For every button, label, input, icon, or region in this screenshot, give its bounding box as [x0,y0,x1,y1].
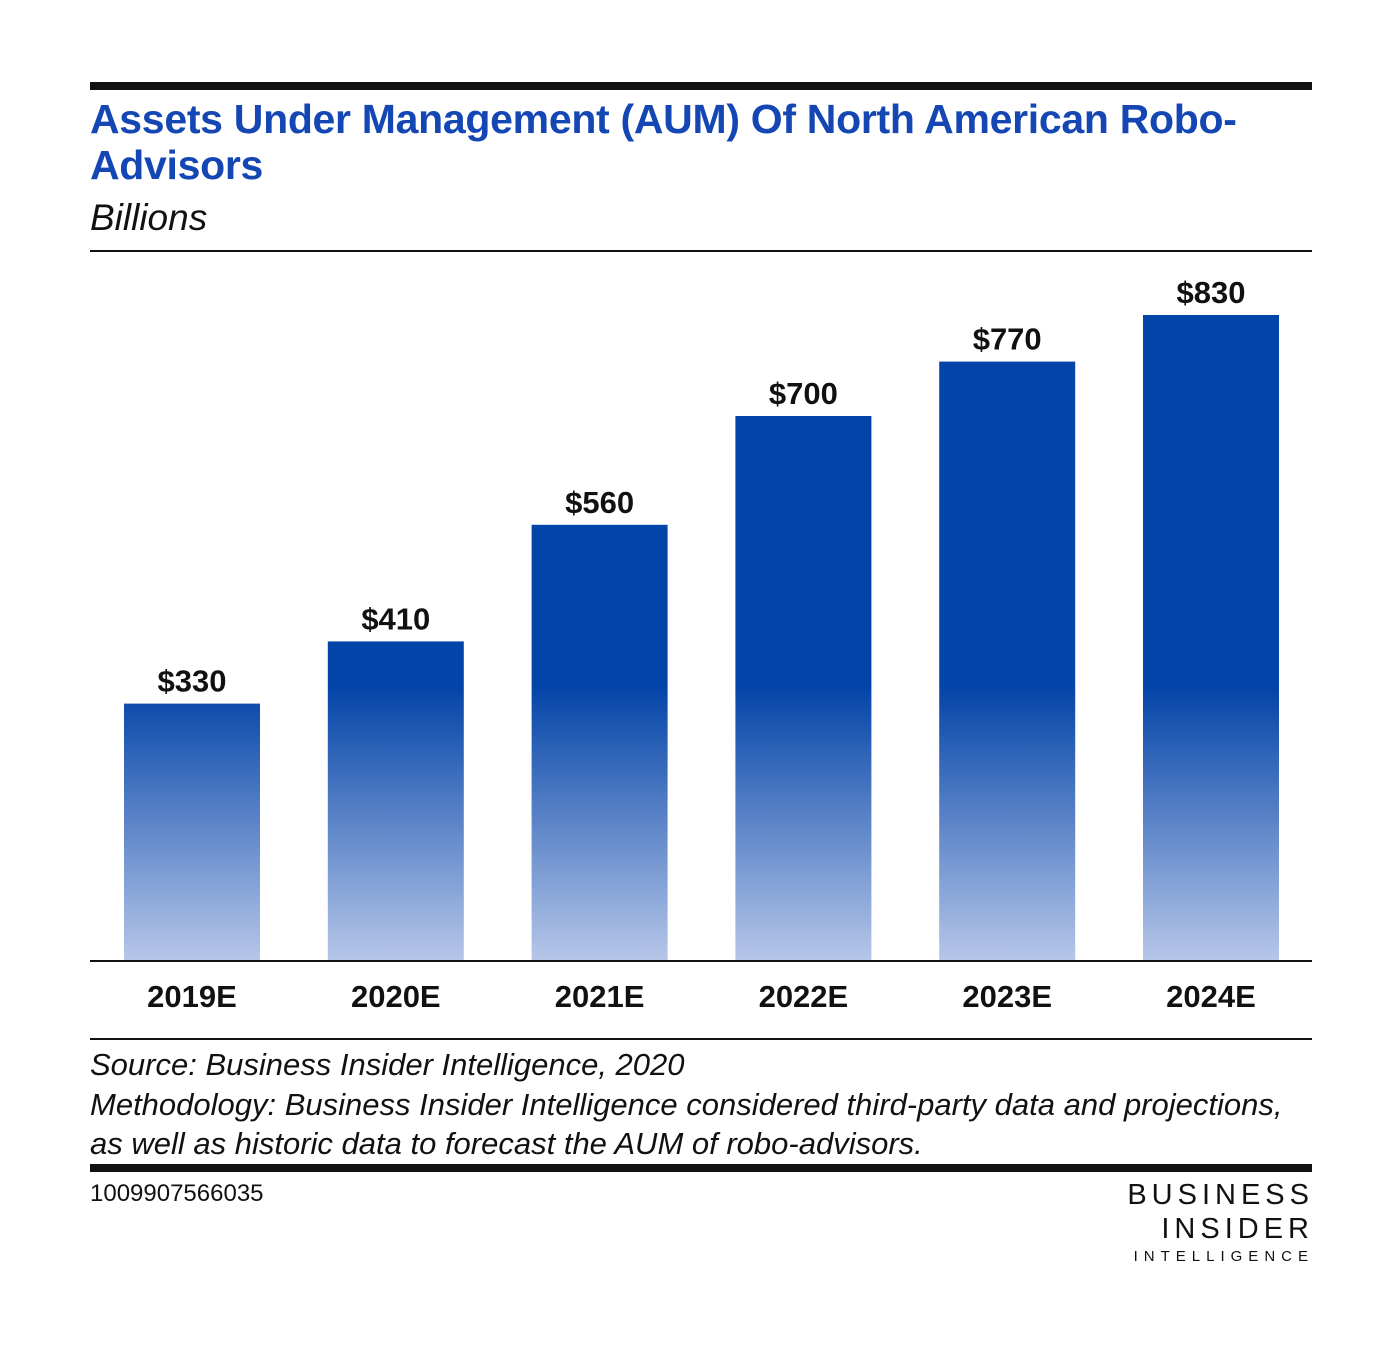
top-rule [90,82,1312,90]
bar-value-label: $410 [361,601,430,636]
x-tick-label: 2023E [962,979,1052,1014]
logo-line-business: BUSINESS [1127,1179,1314,1211]
bottom-rule [90,1164,1312,1172]
methodology-note: Methodology: Business Insider Intelligen… [90,1087,1283,1161]
chart-title: Assets Under Management (AUM) Of North A… [90,96,1237,188]
logo-line-intelligence: INTELLIGENCE [1133,1248,1314,1265]
bar-2021E [531,524,668,960]
source-note: Source: Business Insider Intelligence, 2… [90,1047,685,1082]
logo-line-insider: INSIDER [1161,1213,1314,1245]
bar-chart: $330 2019E $410 2020E $560 2021E $700 2022E $770… [90,275,1312,1014]
bar-2020E [327,641,464,960]
header-rule [90,250,1312,252]
bar-value-label: $560 [565,485,634,520]
x-tick-label: 2021E [555,979,645,1014]
chart-id: 1009907566035 [90,1180,264,1207]
x-tick-label: 2020E [351,979,441,1014]
chart-subtitle: Billions [90,197,208,238]
bar-2019E [124,703,260,960]
bar-value-label: $770 [973,322,1042,357]
bar-value-label: $700 [769,376,838,411]
bar-value-label: $830 [1177,275,1246,310]
x-tick-label: 2019E [147,979,237,1014]
bar-value-label: $330 [158,664,227,699]
x-tick-label: 2024E [1166,979,1256,1014]
x-tick-label: 2022E [759,979,849,1014]
business-insider-intelligence-logo: BUSINESS INSIDER INTELLIGENCE [1127,1178,1314,1268]
bar-2022E [735,416,872,960]
bar-2023E [939,361,1076,961]
bar-2024E [1143,315,1279,960]
footer-rule [90,1038,1312,1040]
